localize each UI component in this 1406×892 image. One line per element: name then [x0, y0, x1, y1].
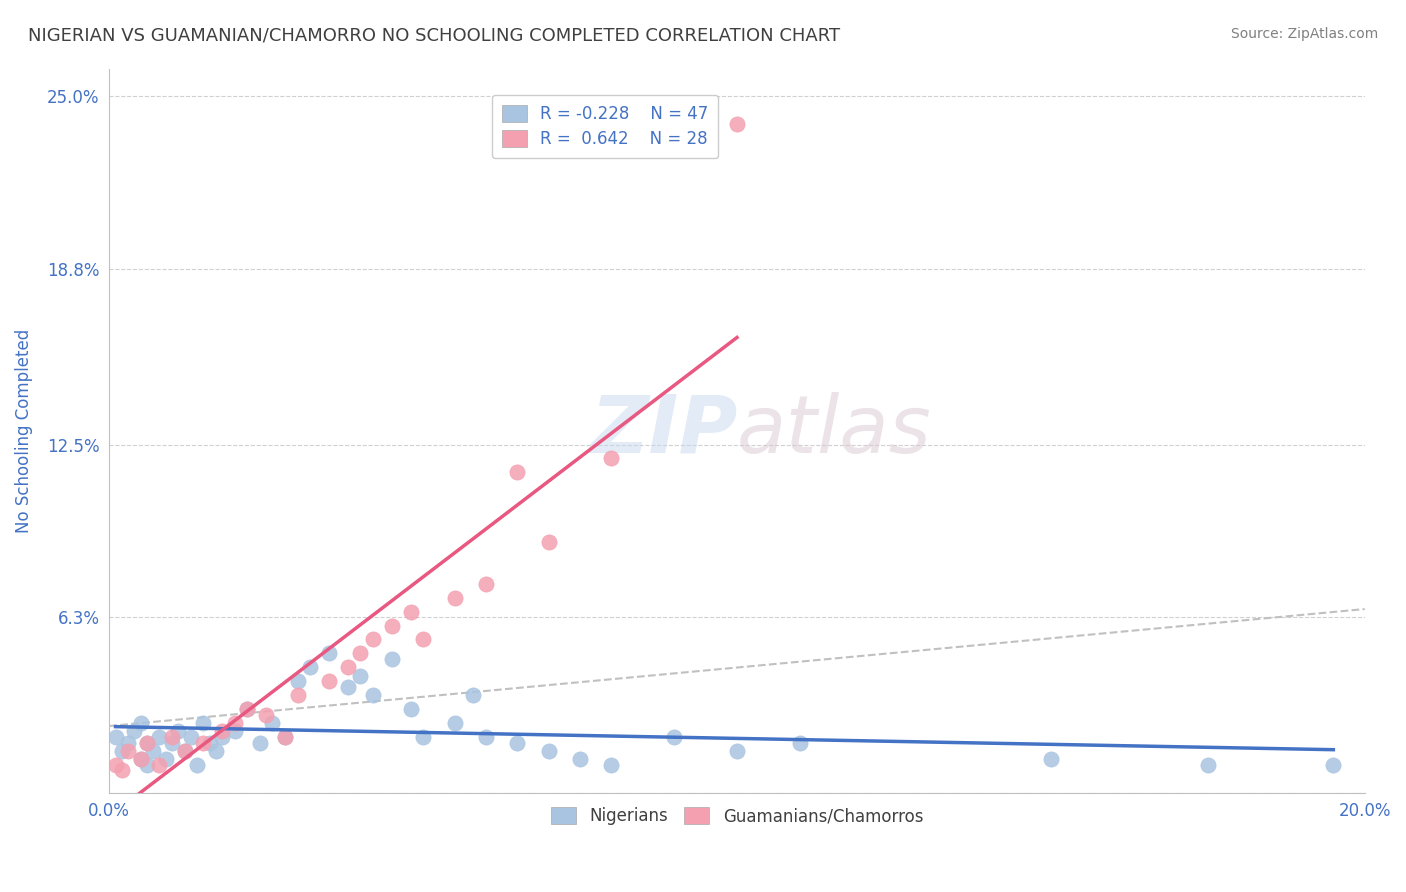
Text: atlas: atlas — [737, 392, 932, 469]
Point — [412, 632, 434, 647]
Point — [287, 688, 309, 702]
Point — [287, 674, 309, 689]
Point — [318, 647, 340, 661]
Point — [193, 735, 215, 749]
Point — [173, 744, 195, 758]
Point — [129, 752, 152, 766]
Point — [148, 730, 170, 744]
Point — [318, 674, 340, 689]
Point — [463, 688, 485, 702]
Point — [211, 730, 233, 744]
Text: Source: ZipAtlas.com: Source: ZipAtlas.com — [1230, 27, 1378, 41]
Point — [198, 735, 221, 749]
Point — [211, 724, 233, 739]
Point — [349, 647, 371, 661]
Point — [155, 752, 177, 766]
Point — [173, 744, 195, 758]
Point — [381, 618, 404, 632]
Point — [249, 735, 271, 749]
Point — [104, 730, 127, 744]
Point — [262, 716, 284, 731]
Point — [142, 744, 165, 758]
Point — [336, 680, 359, 694]
Point — [193, 716, 215, 731]
Point — [349, 668, 371, 682]
Point — [537, 744, 560, 758]
Point — [381, 652, 404, 666]
Point — [224, 716, 246, 731]
Point — [361, 688, 384, 702]
Point — [160, 730, 183, 744]
Point — [1322, 757, 1344, 772]
Y-axis label: No Schooling Completed: No Schooling Completed — [15, 328, 32, 533]
Point — [336, 660, 359, 674]
Point — [135, 735, 157, 749]
Point — [506, 735, 529, 749]
Point — [111, 764, 134, 778]
Point — [443, 716, 465, 731]
Point — [254, 707, 277, 722]
Point — [104, 757, 127, 772]
Point — [274, 730, 297, 744]
Point — [135, 735, 157, 749]
Point — [160, 735, 183, 749]
Point — [167, 724, 190, 739]
Point — [506, 466, 529, 480]
Point — [412, 730, 434, 744]
Point — [664, 730, 686, 744]
Point — [236, 702, 259, 716]
Point — [129, 752, 152, 766]
Point — [180, 730, 202, 744]
Point — [274, 730, 297, 744]
Point — [443, 591, 465, 605]
Legend: Nigerians, Guamanians/Chamorros: Nigerians, Guamanians/Chamorros — [541, 797, 934, 835]
Point — [399, 605, 422, 619]
Point — [148, 757, 170, 772]
Point — [569, 752, 592, 766]
Point — [725, 117, 748, 131]
Point — [135, 757, 157, 772]
Point — [600, 451, 623, 466]
Point — [224, 724, 246, 739]
Point — [117, 744, 139, 758]
Point — [537, 535, 560, 549]
Point — [600, 757, 623, 772]
Point — [129, 716, 152, 731]
Point — [1197, 757, 1219, 772]
Point — [475, 576, 498, 591]
Point — [124, 724, 146, 739]
Point — [299, 660, 322, 674]
Point — [236, 702, 259, 716]
Point — [399, 702, 422, 716]
Point — [361, 632, 384, 647]
Point — [789, 735, 811, 749]
Point — [725, 744, 748, 758]
Text: NIGERIAN VS GUAMANIAN/CHAMORRO NO SCHOOLING COMPLETED CORRELATION CHART: NIGERIAN VS GUAMANIAN/CHAMORRO NO SCHOOL… — [28, 27, 841, 45]
Text: ZIP: ZIP — [589, 392, 737, 469]
Point — [205, 744, 228, 758]
Point — [1039, 752, 1062, 766]
Point — [111, 744, 134, 758]
Point — [117, 735, 139, 749]
Point — [475, 730, 498, 744]
Point — [186, 757, 208, 772]
